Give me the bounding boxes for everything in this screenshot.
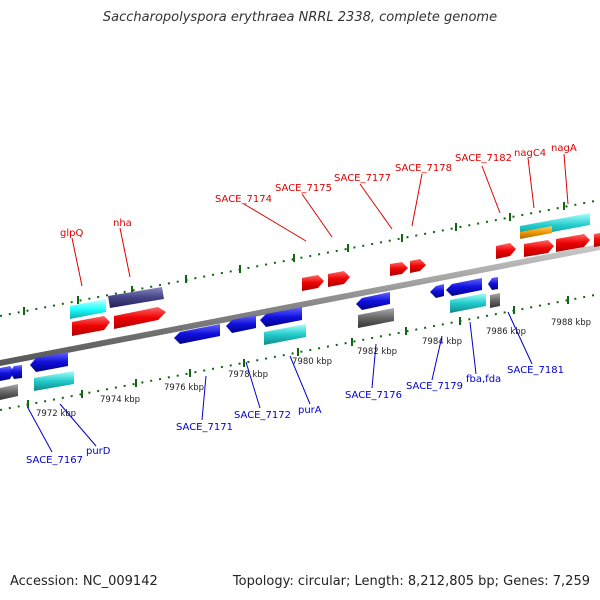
genome-title: Saccharopolyspora erythraea NRRL 2338, c… — [102, 10, 498, 25]
gene-label-SACE_7179[interactable]: SACE_7179 — [406, 381, 463, 392]
gene-label-SACE_7181[interactable]: SACE_7181 — [507, 365, 564, 376]
gene-label-fba-fda[interactable]: fba,fda — [466, 374, 501, 385]
gene-label-SACE_7176[interactable]: SACE_7176 — [345, 390, 402, 401]
gene-edge-right[interactable] — [594, 233, 600, 247]
gene-SACE_7179[interactable] — [430, 284, 444, 298]
gene-label-SACE_7178[interactable]: SACE_7178 — [395, 163, 452, 174]
gene-SACE_7171[interactable] — [174, 324, 220, 344]
tick-label: 7976 kbp — [164, 383, 204, 393]
gene-purA-cyan[interactable] — [264, 324, 306, 345]
gene-label-nha[interactable]: nha — [113, 218, 132, 229]
gene-fba-fda[interactable] — [446, 278, 482, 296]
tick-label: 7972 kbp — [36, 409, 76, 419]
gene-nagC4-orange[interactable] — [520, 226, 552, 239]
gene-label-glpQ[interactable]: glpQ — [60, 228, 83, 239]
gene-glpQ-cyan[interactable] — [70, 299, 106, 319]
gene-label-SACE_7167[interactable]: SACE_7167 — [26, 455, 83, 466]
gene-purD[interactable] — [34, 371, 74, 391]
gene-label-purD[interactable]: purD — [86, 446, 111, 457]
bottom-label-connectors — [27, 311, 533, 453]
gene-purA[interactable] — [260, 307, 302, 327]
gene-left-edge-grey[interactable] — [0, 384, 18, 400]
gene-nha[interactable] — [114, 307, 166, 329]
gene-SACE_7175[interactable] — [328, 271, 350, 287]
gene-SACE_7181-grey[interactable] — [490, 293, 500, 308]
gene-SACE_7176[interactable] — [356, 292, 390, 310]
gene-fba-fda-cyan[interactable] — [450, 293, 486, 313]
gene-label-nagC4[interactable]: nagC4 — [514, 148, 546, 159]
gene-label-nagA[interactable]: nagA — [551, 143, 577, 154]
gene-SACE_7177[interactable] — [390, 262, 408, 276]
forward-features[interactable] — [70, 213, 600, 336]
accession-text: Accession: NC_009142 — [10, 574, 158, 589]
gene-left-edge-blue[interactable] — [0, 366, 14, 381]
gene-left-edge-blue2[interactable] — [10, 365, 22, 379]
gene-nha-slate[interactable] — [108, 287, 164, 308]
tick-label: 7978 kbp — [228, 370, 268, 380]
gene-SACE_7167[interactable] — [30, 352, 68, 372]
gene-SACE_7182[interactable] — [496, 243, 516, 259]
tick-label: 7984 kbp — [422, 337, 462, 347]
gene-nagC4[interactable] — [524, 240, 554, 257]
gene-SACE_7181[interactable] — [488, 277, 498, 290]
tick-label: 7980 kbp — [292, 357, 332, 367]
gene-SACE_7178[interactable] — [410, 259, 426, 273]
reverse-features[interactable] — [0, 277, 500, 400]
gene-label-SACE_7175[interactable]: SACE_7175 — [275, 183, 332, 194]
bottom-major-ticks — [27, 296, 569, 408]
tick-label: 7986 kbp — [486, 327, 526, 337]
gene-SACE_7172[interactable] — [226, 315, 256, 333]
tick-label: 7982 kbp — [357, 347, 397, 357]
gene-label-SACE_7177[interactable]: SACE_7177 — [334, 173, 391, 184]
gene-label-SACE_7182[interactable]: SACE_7182 — [455, 153, 512, 164]
gene-SACE_7174[interactable] — [302, 275, 324, 291]
gene-label-purA[interactable]: purA — [298, 405, 322, 416]
gene-label-SACE_7174[interactable]: SACE_7174 — [215, 194, 272, 205]
gene-glpQ[interactable] — [72, 316, 110, 336]
gene-label-SACE_7172[interactable]: SACE_7172 — [234, 410, 291, 421]
tick-label: 7974 kbp — [100, 395, 140, 405]
tick-label: 7988 kbp — [551, 318, 591, 328]
gene-nagA[interactable] — [556, 234, 590, 252]
gene-SACE_7176-grey[interactable] — [358, 308, 394, 328]
gene-label-SACE_7171[interactable]: SACE_7171 — [176, 422, 233, 433]
top-label-connectors — [71, 153, 569, 287]
genome-summary-text: Topology: circular; Length: 8,212,805 bp… — [232, 574, 590, 589]
genome-backbone — [0, 244, 600, 366]
